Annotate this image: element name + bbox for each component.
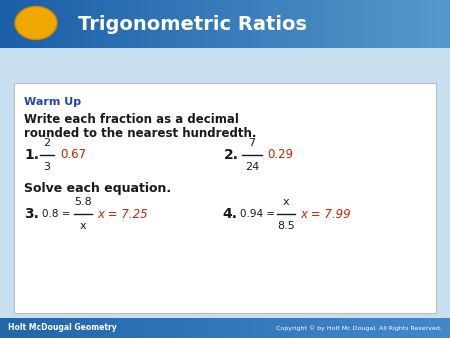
Text: Write each fraction as a decimal: Write each fraction as a decimal bbox=[24, 113, 239, 126]
Text: 7: 7 bbox=[248, 138, 256, 148]
Text: Warm Up: Warm Up bbox=[24, 97, 81, 107]
Text: 0.8 =: 0.8 = bbox=[42, 209, 71, 219]
Text: x: x bbox=[283, 197, 289, 207]
Text: Copyright © by Holt Mc Dougal. All Rights Reserved.: Copyright © by Holt Mc Dougal. All Right… bbox=[276, 325, 442, 331]
Ellipse shape bbox=[15, 6, 57, 40]
Text: rounded to the nearest hundredth.: rounded to the nearest hundredth. bbox=[24, 127, 256, 140]
Text: 4.: 4. bbox=[222, 207, 237, 221]
FancyBboxPatch shape bbox=[14, 83, 436, 313]
Text: Holt McDougal Geometry: Holt McDougal Geometry bbox=[8, 323, 117, 333]
Text: 2.: 2. bbox=[224, 148, 239, 162]
Text: 3.: 3. bbox=[24, 207, 39, 221]
Text: x: x bbox=[80, 221, 86, 231]
Text: Trigonometric Ratios: Trigonometric Ratios bbox=[78, 15, 307, 33]
Text: 3: 3 bbox=[44, 162, 50, 172]
Text: x = 7.99: x = 7.99 bbox=[300, 208, 351, 220]
Text: Solve each equation.: Solve each equation. bbox=[24, 182, 171, 195]
Text: x = 7.25: x = 7.25 bbox=[97, 208, 148, 220]
Text: 24: 24 bbox=[245, 162, 259, 172]
Text: 5.8: 5.8 bbox=[74, 197, 92, 207]
Text: 0.67: 0.67 bbox=[60, 148, 86, 162]
Text: 2: 2 bbox=[44, 138, 50, 148]
Text: 1.: 1. bbox=[24, 148, 39, 162]
Text: 8.5: 8.5 bbox=[277, 221, 295, 231]
Text: 0.94 =: 0.94 = bbox=[240, 209, 275, 219]
Text: 0.29: 0.29 bbox=[267, 148, 293, 162]
